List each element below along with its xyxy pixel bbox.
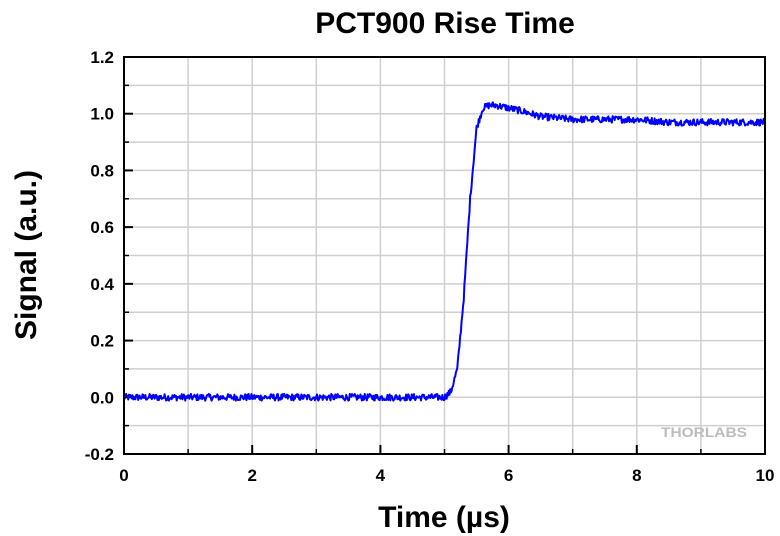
chart-title: PCT900 Rise Time (315, 7, 575, 40)
x-tick-label: 6 (504, 466, 513, 485)
y-tick-label: -0.2 (85, 445, 114, 464)
y-tick-label: 0.8 (90, 161, 114, 180)
thorlabs-watermark: THORLABS (661, 424, 747, 440)
x-tick-label: 2 (247, 466, 256, 485)
plot-frame (123, 56, 766, 455)
y-tick-label: 1.0 (90, 105, 114, 124)
y-tick-label: 0.4 (90, 275, 114, 294)
y-tick-label: 0.0 (90, 388, 114, 407)
signal-series-line (124, 101, 765, 402)
y-tick-label: 0.6 (90, 218, 114, 237)
y-tick-label: 0.2 (90, 332, 114, 351)
x-axis-label: Time (µs) (378, 501, 510, 534)
y-tick-label: 1.2 (90, 48, 114, 67)
x-tick-label: 4 (376, 466, 386, 485)
y-axis-ticks: -0.2 0.0 0.2 0.4 0.6 0.8 1.0 1.2 (85, 48, 133, 464)
x-tick-label: 8 (632, 466, 641, 485)
x-tick-label: 0 (119, 466, 128, 485)
x-tick-label: 10 (756, 466, 775, 485)
y-axis-label: Signal (a.u.) (10, 170, 43, 340)
